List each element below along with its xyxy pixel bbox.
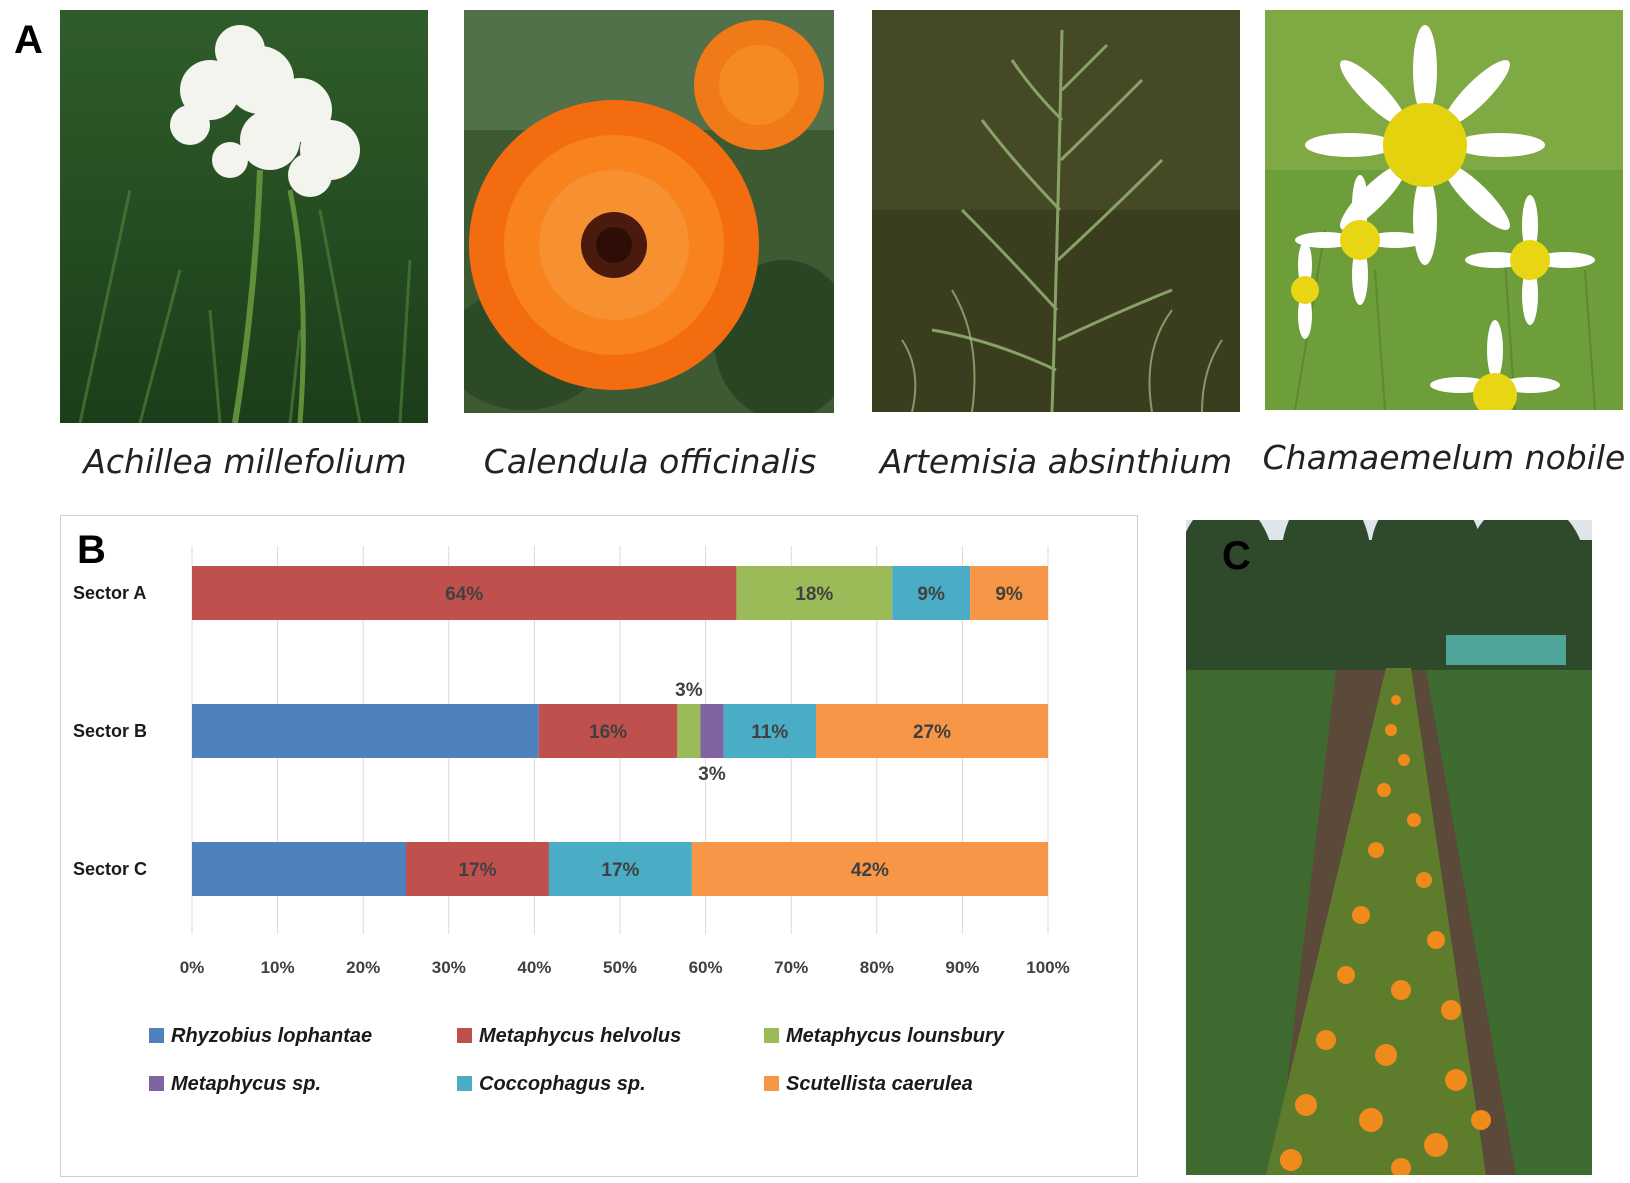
chamomile-photo bbox=[1265, 10, 1623, 410]
category-label: Sector C bbox=[73, 859, 147, 879]
x-tick-label: 70% bbox=[774, 958, 808, 977]
yarrow-photo bbox=[60, 10, 428, 423]
legend-swatch bbox=[457, 1076, 472, 1091]
data-label: 16% bbox=[589, 722, 627, 743]
chart-canvas: 0% 10% 20% 30% 40% 50% 60% 70% 80% 90% 100% Sector … bbox=[73, 546, 1070, 1095]
stacked-bar-chart: B 0% 10% 20% 30% 40% 50% 60% 70% 80% 90% 100% Secto… bbox=[60, 515, 1138, 1177]
legend-label: Metaphycus lounsbury bbox=[786, 1025, 1005, 1047]
calendula-field-photo: C bbox=[1186, 520, 1592, 1175]
x-tick-label: 60% bbox=[689, 958, 723, 977]
panel-b-label: B bbox=[77, 528, 106, 572]
x-tick-label: 100% bbox=[1026, 958, 1069, 977]
photo-caption: Calendula officinalis bbox=[483, 442, 817, 481]
bar-segment bbox=[723, 704, 817, 758]
wormwood-photo bbox=[872, 10, 1240, 412]
bar-segment bbox=[816, 704, 1048, 758]
data-label: 27% bbox=[913, 722, 951, 743]
bar-segment bbox=[406, 842, 549, 896]
x-tick-label: 90% bbox=[945, 958, 979, 977]
x-tick-label: 10% bbox=[261, 958, 295, 977]
bar-segment bbox=[538, 704, 678, 758]
photo-caption: Achillea millefolium bbox=[83, 442, 407, 481]
legend-swatch bbox=[764, 1028, 779, 1043]
bar-segment bbox=[892, 566, 971, 620]
x-tick-label: 30% bbox=[432, 958, 466, 977]
panel-c-label: C bbox=[1222, 534, 1251, 578]
legend-label: Rhyzobius lophantae bbox=[171, 1025, 372, 1047]
bar-segment bbox=[192, 704, 539, 758]
legend-label: Coccophagus sp. bbox=[479, 1073, 646, 1095]
x-tick-label: 0% bbox=[180, 958, 205, 977]
bar-segment bbox=[192, 566, 737, 620]
legend-swatch bbox=[149, 1076, 164, 1091]
legend-label: Metaphycus helvolus bbox=[479, 1025, 681, 1047]
data-label: 18% bbox=[795, 584, 833, 605]
x-tick-label: 80% bbox=[860, 958, 894, 977]
data-label: 3% bbox=[675, 680, 703, 701]
data-label: 3% bbox=[698, 764, 726, 785]
data-label: 17% bbox=[601, 860, 639, 881]
bar-segment bbox=[192, 842, 406, 896]
data-label: 9% bbox=[995, 584, 1023, 605]
data-label: 9% bbox=[917, 584, 945, 605]
legend-label: Scutellista caerulea bbox=[786, 1073, 973, 1095]
legend-swatch bbox=[149, 1028, 164, 1043]
data-label: 42% bbox=[851, 860, 889, 881]
legend-swatch bbox=[764, 1076, 779, 1091]
data-label: 17% bbox=[458, 860, 496, 881]
x-tick-label: 50% bbox=[603, 958, 637, 977]
photo-caption: Artemisia absinthium bbox=[879, 442, 1233, 481]
bar-segment bbox=[700, 704, 724, 758]
legend-label: Metaphycus sp. bbox=[171, 1073, 321, 1095]
category-label: Sector B bbox=[73, 721, 147, 741]
bar-segment bbox=[691, 842, 1048, 896]
bar-segment bbox=[970, 566, 1048, 620]
calendula-photo bbox=[464, 10, 834, 413]
data-label: 64% bbox=[445, 584, 483, 605]
x-tick-label: 40% bbox=[517, 958, 551, 977]
legend-swatch bbox=[457, 1028, 472, 1043]
bar-segment bbox=[736, 566, 893, 620]
category-label: Sector A bbox=[73, 583, 146, 603]
x-tick-label: 20% bbox=[346, 958, 380, 977]
panel-a-label: A bbox=[14, 18, 43, 62]
bar-segment bbox=[677, 704, 701, 758]
bar-segment bbox=[548, 842, 692, 896]
data-label: 11% bbox=[751, 722, 788, 743]
photo-caption: Chamaemelum nobile bbox=[1262, 438, 1626, 477]
